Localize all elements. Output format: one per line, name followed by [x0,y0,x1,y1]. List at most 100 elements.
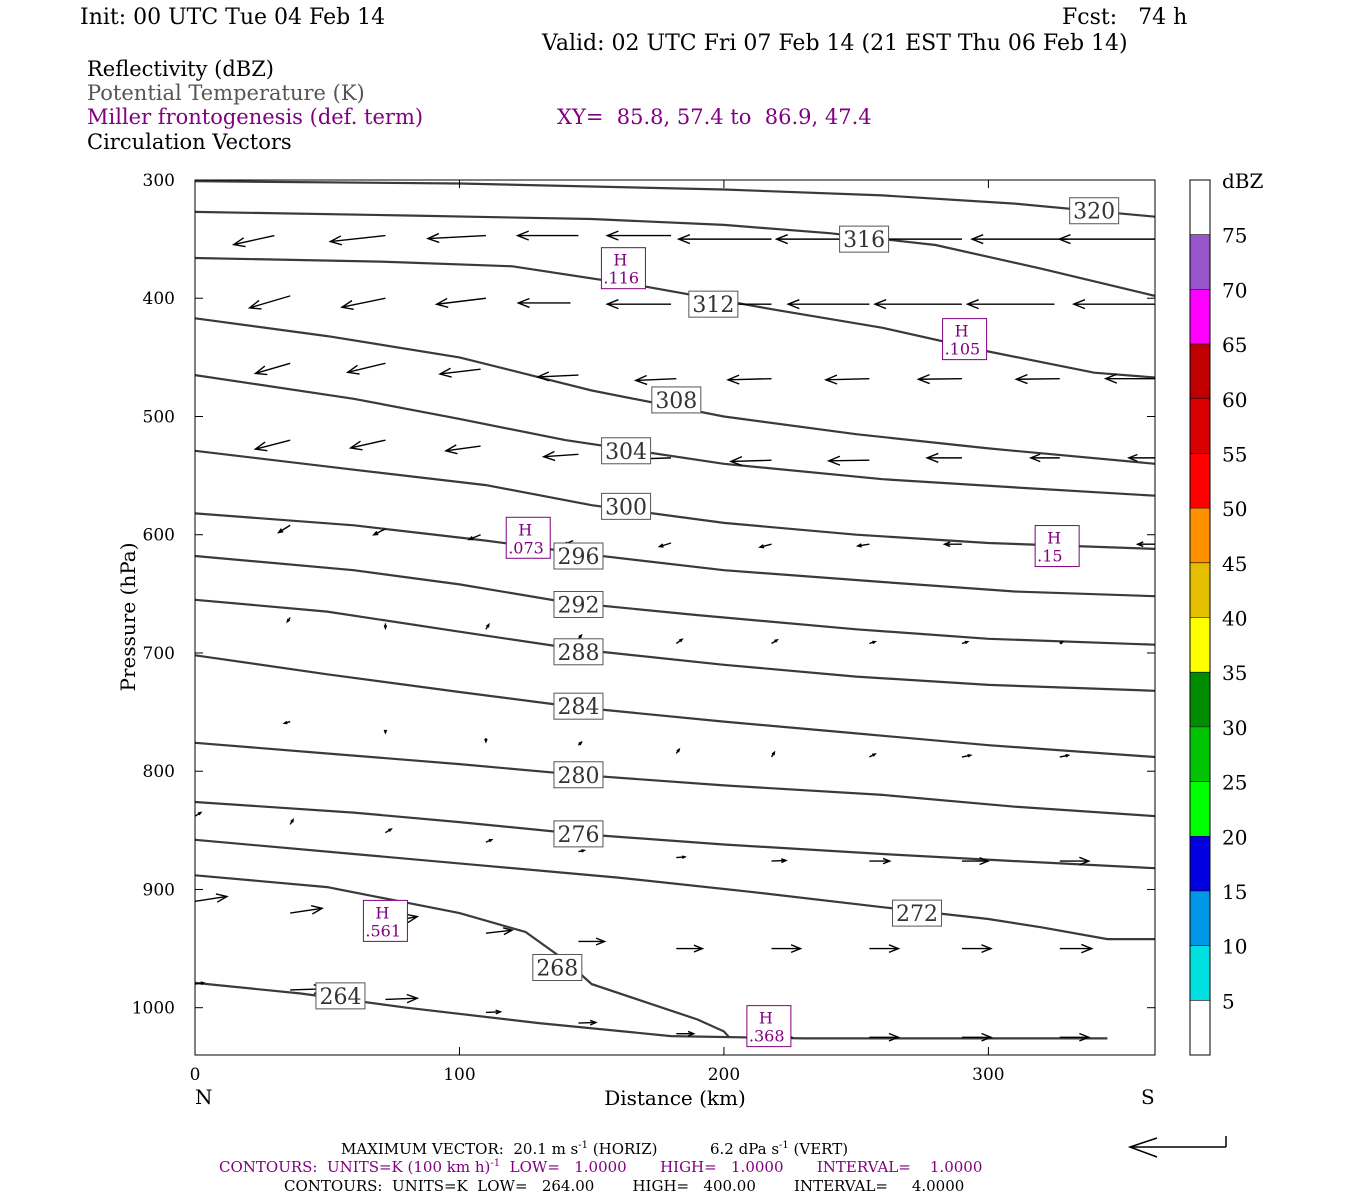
theta-label-264: 264 [319,985,361,1010]
forecast-hour: Fcst: 74 h [1062,5,1188,30]
field-circulation-vectors: Circulation Vectors [87,130,292,154]
theta-label-box [532,954,583,981]
circulation-vector [869,753,877,758]
colorbar-segment [1190,617,1210,673]
y-tick-label: 1000 [132,999,175,1019]
colorbar-segment [1190,945,1210,1001]
circulation-vector [605,230,672,241]
colorbar-tick-label: 75 [1222,224,1247,248]
circulation-vector [729,456,772,467]
theta-contour-292 [195,554,1155,646]
theta-label-272: 272 [896,902,938,927]
colorbar-tick-label: 40 [1222,607,1247,631]
theta-label-box [553,820,604,848]
colorbar-tick-label: 30 [1222,716,1247,740]
y-tick-label: 900 [143,880,175,900]
cross-section-endpoints: XY= 85.8, 57.4 to 86.9, 47.4 [557,105,872,129]
circulation-vector [771,638,779,645]
circulation-vector [195,811,203,817]
circulation-vector [770,750,776,758]
circulation-vector [726,374,772,385]
fronto-contour-info: CONTOURS: UNITS=K (100 km h)-1 LOW= 1.00… [219,1158,982,1176]
circulation-vector [786,299,870,310]
circulation-vector [348,439,386,451]
theta-label-276: 276 [557,823,599,848]
circulation-vector [1059,856,1091,866]
circulation-vector [633,374,677,386]
theta-label-304: 304 [605,440,647,465]
colorbar-segment [1190,508,1210,563]
south-end-label: S [1141,1085,1155,1109]
circulation-vector [515,230,579,241]
fronto-max-symbol: H [518,520,532,539]
circulation-vector [328,234,386,246]
circulation-vector [676,234,772,245]
fronto-max-value: .073 [508,538,544,557]
colorbar-tick-label: 10 [1222,935,1247,959]
theta-label-288: 288 [557,641,599,666]
circulation-vector [869,1032,901,1042]
field-potential-temperature: Potential Temperature (K) [87,81,365,105]
circulation-vector [195,893,229,903]
theta-label-box [553,638,604,666]
colorbar-tick-label: 50 [1222,497,1247,521]
fronto-max-value: .105 [945,340,981,359]
colorbar-segment [1190,890,1210,946]
fronto-contour-units: CONTOURS: UNITS=K (100 km h) [219,1158,491,1176]
colorbar-segment [1190,180,1210,235]
circulation-vector [823,374,870,385]
circulation-vector [286,617,291,624]
theta-label-box [688,290,739,318]
circulation-vector [961,944,993,953]
theta-contour-284 [195,654,1155,759]
circulation-vector [1059,943,1094,954]
theta-label-box [1069,197,1120,225]
colorbar: 5 10 15 20 25 30 35 40 45 50 55 60 65 70 75 [1189,179,1247,1056]
circulation-vector [1059,753,1071,758]
circulation-vector [675,747,681,754]
theta-label-280: 280 [557,764,599,789]
circulation-vector [961,1032,993,1042]
theta-contour-288 [195,598,1155,692]
circulation-vector [289,818,295,825]
theta-contour-280 [195,741,1155,818]
circulation-vector [485,927,514,936]
colorbar-segment [1190,672,1210,727]
fronto-contour-range: LOW= 1.0000 HIGH= 1.0000 INTERVAL= 1.000… [500,1158,983,1176]
theta-contour-272 [195,838,1155,941]
colorbar-tick-label: 60 [1222,388,1247,412]
circulation-vector [1057,234,1155,245]
reference-vector-head [1127,1137,1158,1158]
circulation-vector [826,455,870,466]
circulation-vector [282,720,291,725]
field-reflectivity: Reflectivity (dBZ) [87,57,275,81]
theta-label-box [553,761,604,789]
theta-label-box [601,492,652,520]
fronto-max-value: .368 [749,1027,785,1046]
theta-contour-320 [195,180,1155,218]
theta-label-box [553,590,604,618]
colorbar-tick-label: 70 [1222,278,1247,302]
theta-label-296: 296 [557,545,599,570]
theta-contours [195,180,1155,1040]
x-tick-label: 100 [443,1065,475,1085]
circulation-vector [577,633,583,640]
colorbar-tick-label: 25 [1222,771,1247,795]
circulation-vector [869,944,901,953]
circulation-vector [1135,541,1155,548]
circulation-vector [1014,373,1060,385]
colorbar-segment [1190,781,1210,837]
y-tick-label: 700 [143,644,175,664]
circulation-vector [675,638,684,645]
reference-vector [1127,1136,1227,1158]
colorbar-tick-label: 45 [1222,552,1247,576]
circulation-vector [443,444,481,455]
max-vector-label: MAXIMUM VECTOR: [341,1140,504,1158]
theta-contour-296 [195,512,1155,598]
colorbar-segment [1190,836,1210,891]
theta-label-box [601,437,652,465]
fronto-max-.116: H.116 [600,247,646,290]
circulation-vector [771,858,788,864]
circulation-vector [340,297,386,311]
